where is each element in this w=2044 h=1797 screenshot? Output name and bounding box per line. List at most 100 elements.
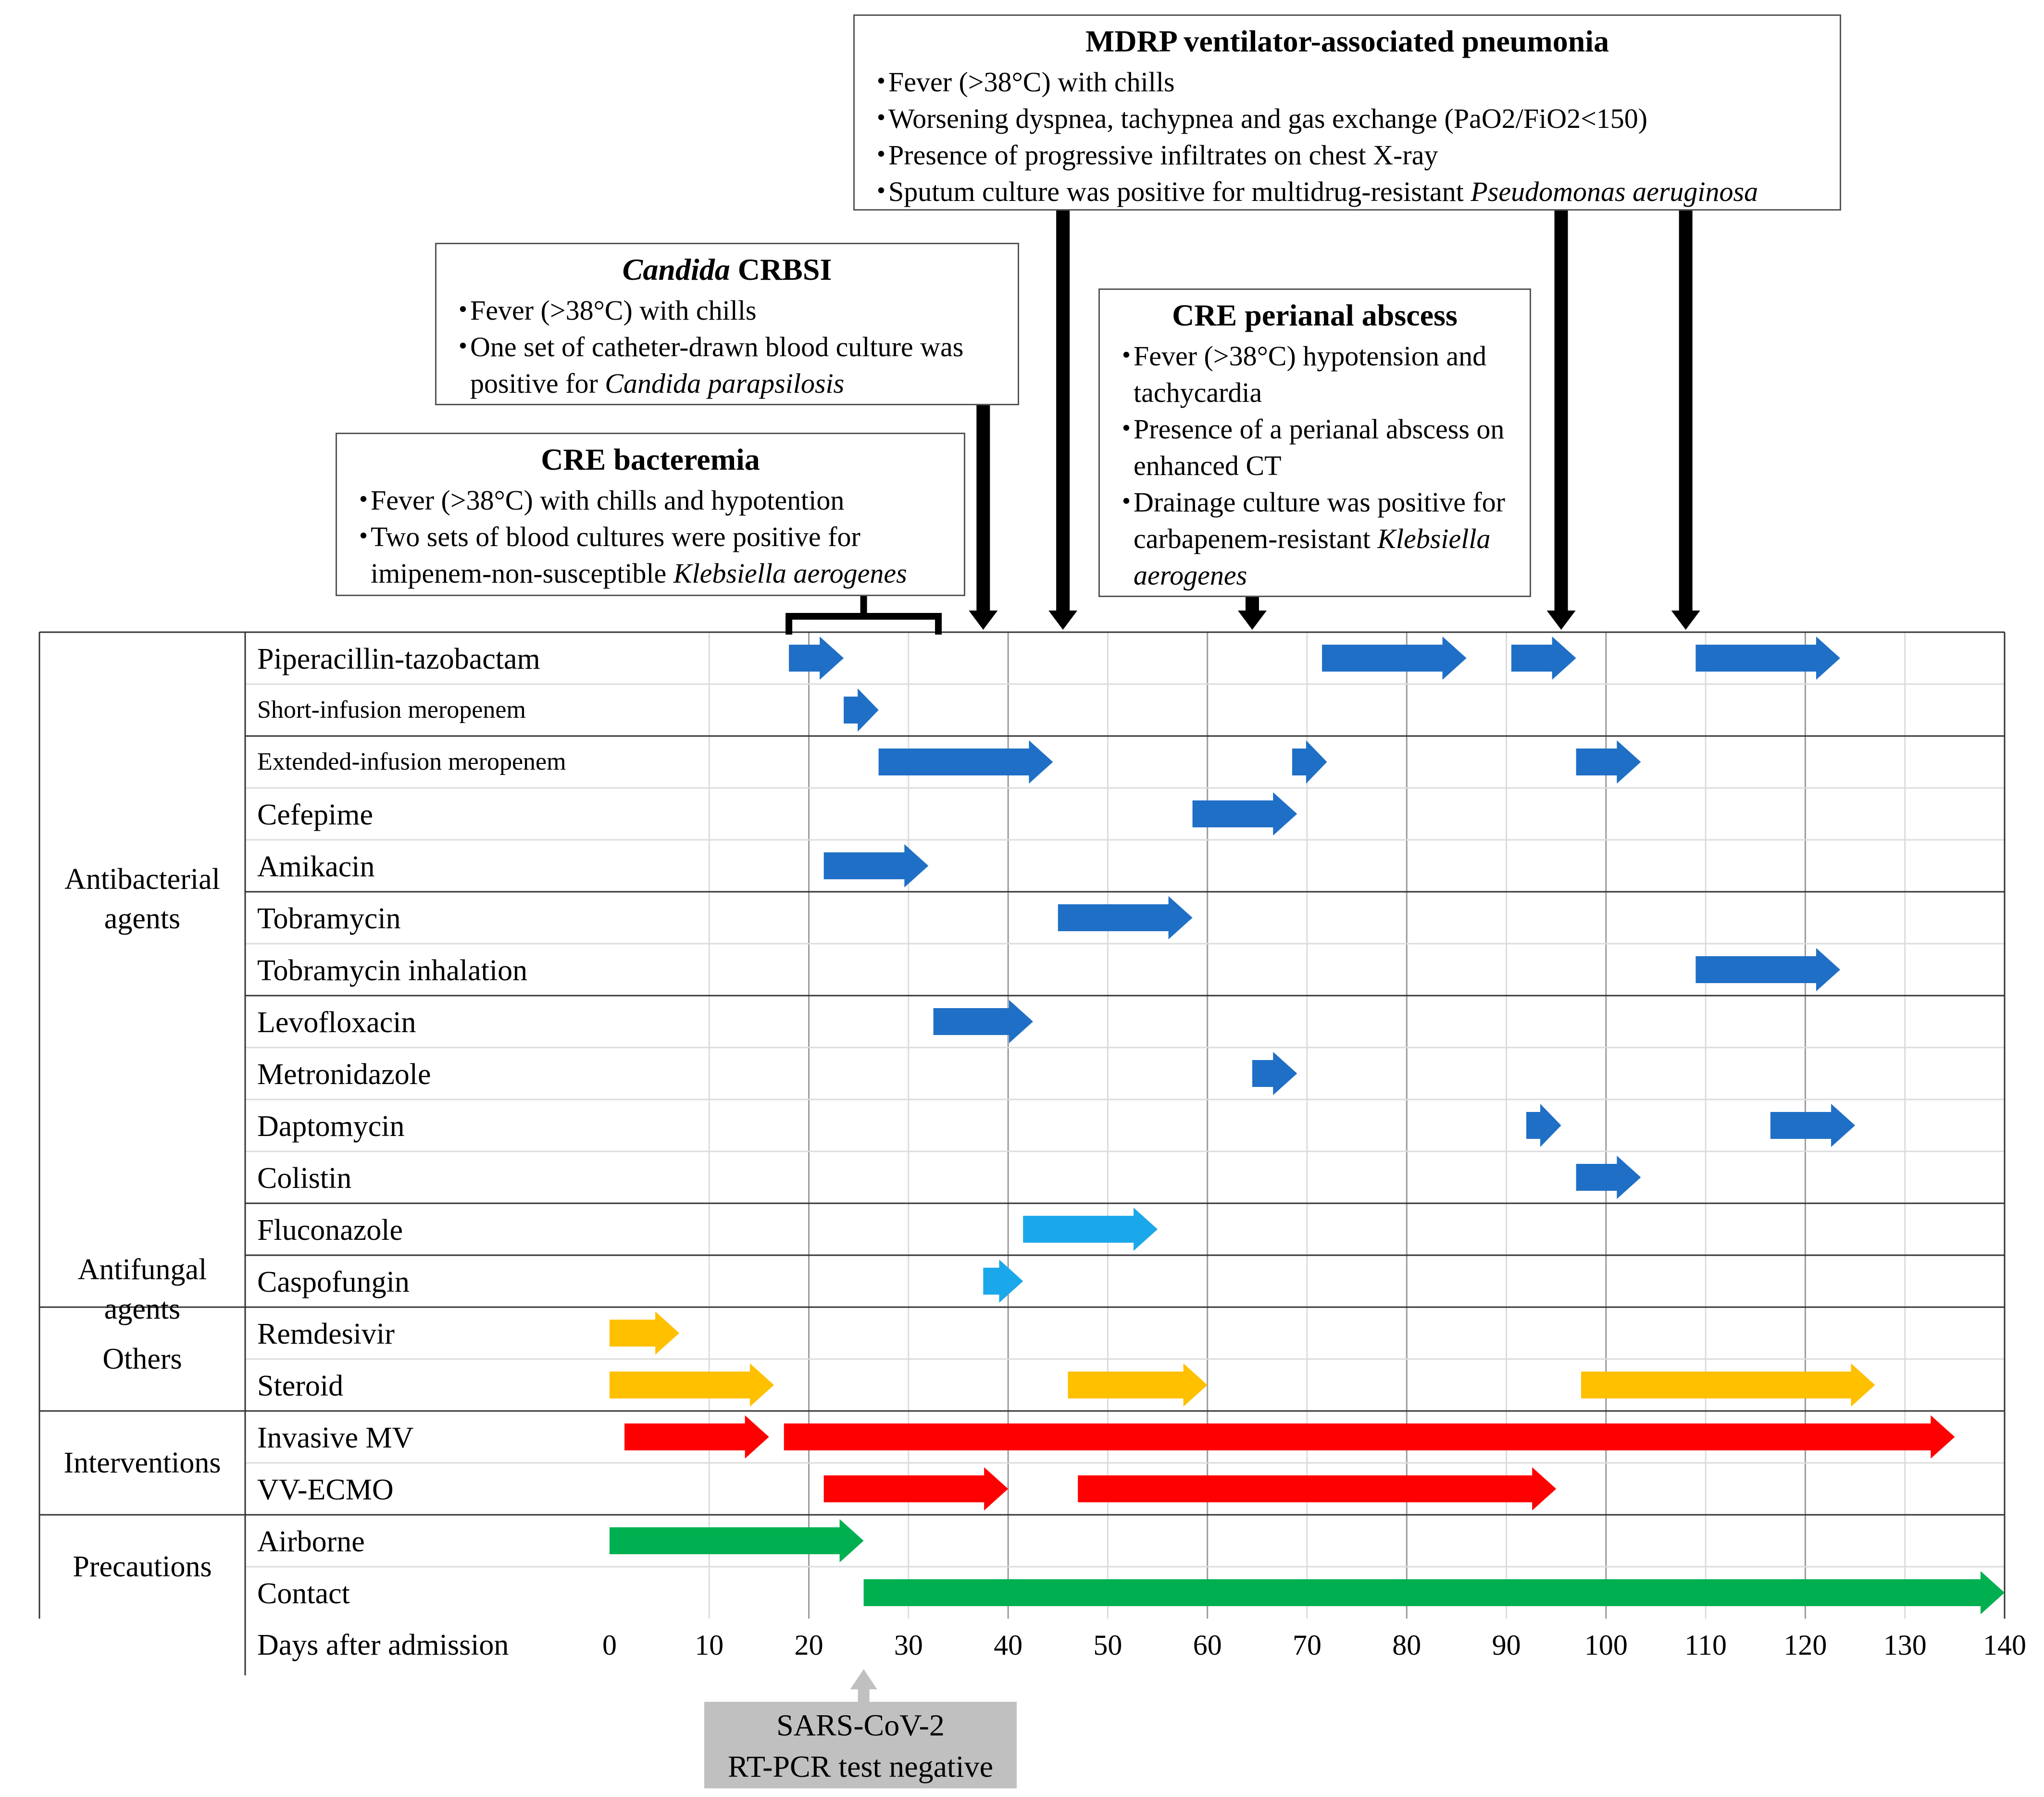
event-item: ・ Two sets of blood cultures were positiv…	[349, 519, 951, 592]
bullet-icon: ・	[449, 331, 477, 362]
bar-extended-infusion-meropenem-2	[1576, 740, 1641, 784]
event-title-part: Candida	[622, 252, 730, 287]
event-item: ・ Fever (>38°C) hypotension and tachycard…	[1112, 338, 1517, 411]
event-item-text: One set of catheter-drawn blood culture …	[470, 329, 1005, 402]
row-label-tobramycin: Tobramycin	[257, 902, 401, 935]
group-label-precautions: Precautions	[73, 1550, 212, 1583]
bullet-icon: ・	[349, 521, 378, 552]
row-label-airborne: Airborne	[257, 1525, 365, 1558]
bar-airborne-0	[610, 1519, 864, 1562]
bar-piperacillin-tazobactam-0	[789, 636, 844, 680]
row-label-amikacin: Amikacin	[257, 850, 375, 883]
bar-invasive-mv-0	[624, 1415, 769, 1459]
group-label-antifungal-agents: Antifungal agents	[78, 1253, 207, 1325]
x-tick-label-90: 90	[1492, 1629, 1521, 1661]
event-item-part: Klebsiella aerogenes	[673, 558, 907, 589]
event-marker-head-1-0	[969, 611, 998, 630]
event-item-part: Presence of progressive infiltrates on c…	[888, 139, 1438, 171]
bar-piperacillin-tazobactam-2	[1511, 636, 1576, 680]
bar-amikacin-0	[823, 844, 929, 887]
bullet-icon: ・	[349, 485, 378, 516]
row-label-contact: Contact	[257, 1577, 350, 1610]
event-marker-shaft-0-1	[1554, 211, 1568, 612]
cre-bacteremia-bracket-stem	[860, 596, 867, 616]
annotation-arrow-head	[850, 1669, 877, 1689]
row-label-tobramycin-inhalation: Tobramycin inhalation	[257, 954, 527, 987]
bar-steroid-2	[1581, 1363, 1875, 1407]
event-item-text: Drainage culture was positive for carbap…	[1134, 484, 1517, 594]
event-title: CRE perianal abscess	[1112, 295, 1517, 336]
row-label-daptomycin: Daptomycin	[257, 1110, 405, 1143]
event-title-part: CRE perianal abscess	[1172, 298, 1458, 332]
row-label-colistin: Colistin	[257, 1162, 351, 1195]
event-item: ・ One set of catheter-drawn blood culture…	[449, 329, 1005, 402]
bar-piperacillin-tazobactam-3	[1695, 636, 1840, 680]
event-item-part: Two sets of blood cultures were positive…	[371, 521, 860, 589]
bullet-icon: ・	[867, 66, 896, 98]
bar-steroid-1	[1068, 1363, 1208, 1407]
event-item-part: One set of catheter-drawn blood culture …	[470, 331, 964, 399]
row-label-levofloxacin: Levofloxacin	[257, 1006, 416, 1039]
bullet-icon: ・	[1112, 340, 1141, 372]
event-box-cre-bacteremia: CRE bacteremia ・ Fever (>38°C) with chills…	[336, 433, 965, 596]
x-tick-label-20: 20	[795, 1629, 823, 1661]
event-item-text: Presence of a perianal abscess on enhanc…	[1134, 411, 1517, 484]
event-item-text: Two sets of blood cultures were positive…	[371, 519, 951, 592]
bar-contact-0	[863, 1571, 2005, 1614]
event-item: ・ Drainage culture was positive for carba…	[1112, 484, 1517, 594]
event-item-part: Worsening dyspnea, tachypnea and gas exc…	[888, 103, 1648, 134]
event-title: CRE bacteremia	[349, 439, 951, 480]
event-item: ・ Fever (>38°C) with chills and hypotenti…	[349, 482, 951, 519]
event-item-text: Worsening dyspnea, tachypnea and gas exc…	[888, 100, 1827, 137]
bar-remdesivir-0	[610, 1311, 680, 1355]
x-tick-label-30: 30	[894, 1629, 923, 1661]
row-label-cefepime: Cefepime	[257, 799, 373, 831]
event-marker-shaft-0-2	[1679, 211, 1693, 612]
event-item-text: Fever (>38°C) hypotension and tachycardi…	[1134, 338, 1517, 411]
bullet-icon: ・	[867, 176, 896, 207]
x-tick-label-120: 120	[1783, 1629, 1827, 1661]
event-item: ・ Presence of a perianal abscess on enhan…	[1112, 411, 1517, 484]
group-label-interventions: Interventions	[63, 1447, 221, 1479]
sars-cov-2-annotation: SARS-CoV-2 RT-PCR test negative	[704, 1702, 1017, 1788]
event-title-part: CRBSI	[730, 252, 832, 287]
row-label-extended-infusion-meropenem: Extended-infusion meropenem	[257, 748, 566, 775]
row-label-short-infusion-meropenem: Short-infusion meropenem	[257, 696, 526, 724]
event-item-text: Presence of progressive infiltrates on c…	[888, 137, 1827, 174]
row-label-remdesivir: Remdesivir	[257, 1318, 395, 1350]
bar-short-infusion-meropenem-0	[844, 688, 879, 732]
event-item-part: Candida parapsilosis	[605, 368, 845, 399]
bar-levofloxacin-0	[933, 1000, 1033, 1043]
bar-extended-infusion-meropenem-0	[878, 740, 1053, 784]
row-label-metronidazole: Metronidazole	[257, 1058, 431, 1091]
group-label-line: Interventions	[63, 1447, 221, 1479]
x-tick-label-70: 70	[1293, 1629, 1321, 1661]
event-item-text: Fever (>38°C) with chills	[888, 64, 1827, 100]
x-tick-label-100: 100	[1584, 1629, 1628, 1661]
bar-daptomycin-0	[1526, 1104, 1561, 1147]
event-box-mdrp-vap: MDRP ventilator-associated pneumonia ・ Fev…	[853, 14, 1841, 211]
event-item-part: Sputum culture was positive for multidru…	[888, 176, 1471, 207]
x-tick-label-130: 130	[1883, 1629, 1927, 1661]
event-marker-shaft-0-0	[1056, 211, 1070, 612]
bar-fluconazole-0	[1023, 1208, 1158, 1251]
event-item-part: Pseudomonas aeruginosa	[1471, 176, 1758, 207]
bar-vv-ecmo-1	[1078, 1467, 1557, 1510]
annotation-line-1: SARS-CoV-2	[776, 1708, 945, 1742]
bar-steroid-0	[610, 1363, 774, 1407]
event-item: ・ Fever (>38°C) with chills	[449, 292, 1005, 329]
x-tick-label-0: 0	[602, 1629, 617, 1661]
bar-colistin-0	[1576, 1156, 1641, 1199]
row-label-steroid: Steroid	[257, 1370, 343, 1402]
group-label-line: Others	[102, 1343, 182, 1375]
bar-metronidazole-0	[1252, 1052, 1297, 1095]
event-title-part: CRE bacteremia	[541, 442, 760, 476]
bar-caspofungin-0	[983, 1260, 1023, 1303]
row-label-caspofungin: Caspofungin	[257, 1266, 410, 1298]
event-item-part: Fever (>38°C) hypotension and tachycardi…	[1134, 340, 1487, 408]
x-tick-label-110: 110	[1684, 1629, 1727, 1661]
group-label-line: agents	[104, 1293, 180, 1325]
event-box-cre-perianal-abscess: CRE perianal abscess ・ Fever (>38°C) hypot…	[1098, 288, 1531, 597]
event-item-part: Fever (>38°C) with chills and hypotentio…	[371, 485, 845, 516]
event-item: ・ Worsening dyspnea, tachypnea and gas ex…	[867, 100, 1827, 137]
